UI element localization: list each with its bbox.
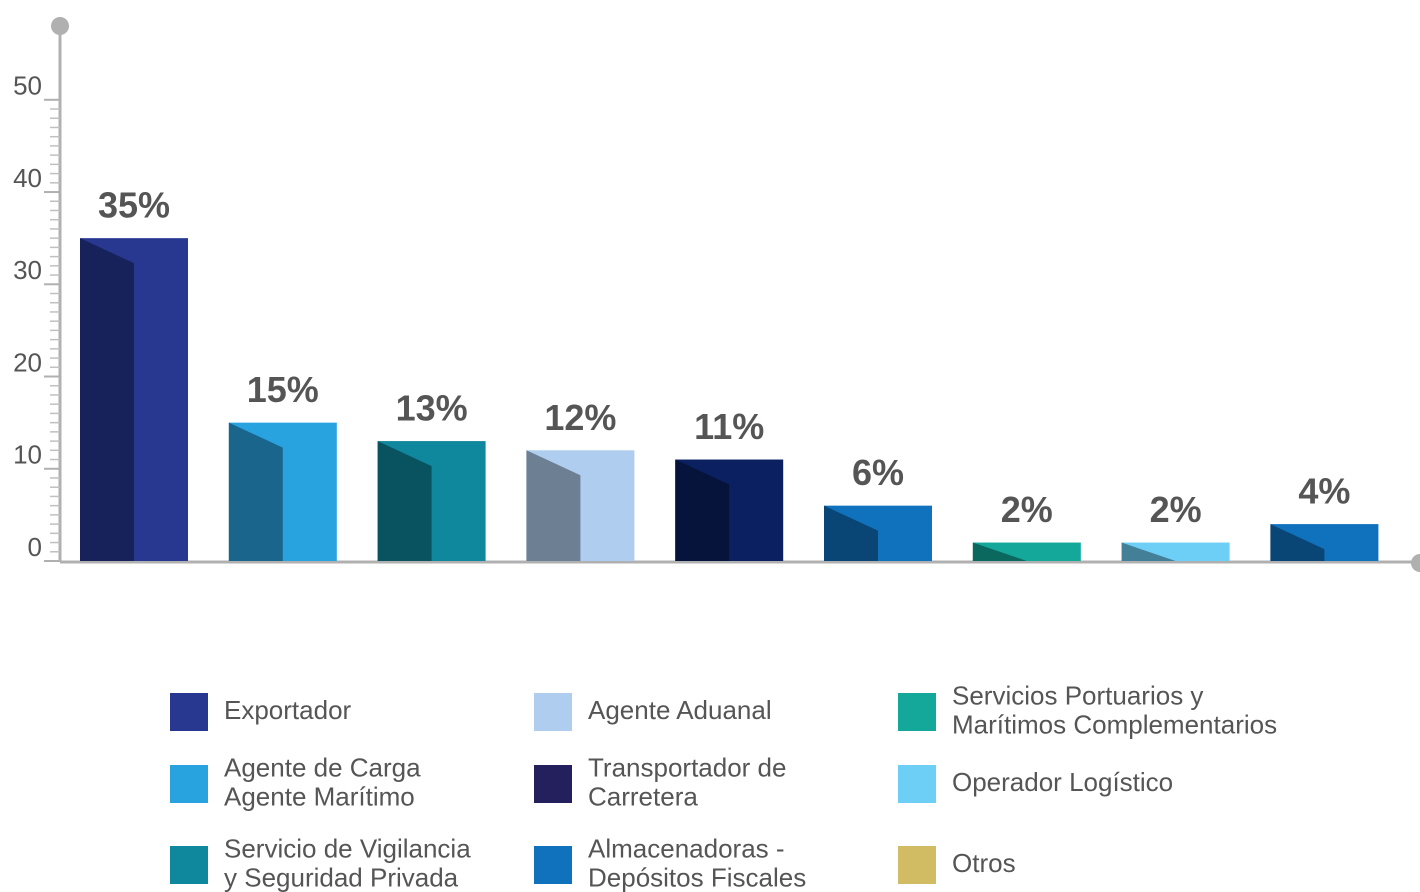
legend-swatch: [170, 846, 208, 884]
value-label: 35%: [98, 185, 170, 226]
legend-line: Transportador de: [588, 752, 786, 782]
legend-line: Otros: [952, 848, 1016, 878]
legend-swatch: [170, 693, 208, 731]
value-label: 12%: [544, 397, 616, 438]
value-label: 6%: [852, 452, 904, 493]
bar-shade: [1121, 542, 1176, 561]
legend-swatch: [898, 846, 936, 884]
y-tick-label: 0: [28, 532, 42, 562]
legend-line: Agente de Carga: [224, 752, 421, 782]
legend-line: Depósitos Fiscales: [588, 862, 806, 892]
legend-line: Operador Logístico: [952, 767, 1173, 797]
bar: [228, 422, 337, 561]
legend-label: Servicio de Vigilancia y Seguridad Privad…: [224, 833, 471, 892]
y-tick-label: 30: [13, 255, 42, 285]
legend-line: Agente Aduanal: [588, 695, 772, 725]
legend-line: Exportador: [224, 695, 352, 725]
bar: [526, 450, 635, 561]
value-label: 4%: [1298, 471, 1350, 512]
legend-label: Agente Aduanal: [588, 695, 772, 725]
legend-line: Servicios Portuarios y: [952, 680, 1203, 710]
legend-line: Almacenadoras -: [588, 833, 785, 863]
value-label: 2%: [1001, 489, 1053, 530]
bar-shade: [824, 505, 878, 561]
bar: [675, 459, 784, 561]
legend-line: Marítimos Complementarios: [952, 709, 1277, 739]
legend-label: Otros: [952, 848, 1016, 878]
legend-label: Agente de Carga Agente Marítimo: [224, 752, 421, 811]
legend-label: Servicios Portuarios y Marítimos Compleme…: [952, 680, 1277, 739]
y-tick-label: 20: [13, 347, 42, 377]
legend-line: Carretera: [588, 781, 698, 811]
legend-label: Transportador de Carretera: [588, 752, 786, 811]
bar: [824, 505, 932, 561]
value-label: 15%: [247, 369, 319, 410]
bar: [972, 542, 1081, 561]
legend-label: Operador Logístico: [952, 767, 1173, 797]
legend-swatch: [898, 765, 936, 803]
bar-shade: [377, 441, 432, 561]
bar-shade: [972, 542, 1027, 561]
bar: [377, 441, 486, 561]
bar: [1121, 542, 1230, 561]
bar: [1270, 524, 1379, 561]
legend-swatch: [534, 693, 572, 731]
value-label: 13%: [396, 388, 468, 429]
bar-shade: [675, 459, 730, 561]
axis-cap: [51, 17, 69, 35]
y-tick-label: 10: [13, 440, 42, 470]
legend-line: Agente Marítimo: [224, 781, 415, 811]
y-tick-label: 50: [13, 71, 42, 101]
legend-swatch: [534, 765, 572, 803]
legend-line: Servicio de Vigilancia: [224, 833, 471, 863]
value-label: 11%: [694, 406, 764, 447]
bar-shade: [228, 422, 283, 561]
value-label: 2%: [1150, 489, 1202, 530]
y-tick-label: 40: [13, 163, 42, 193]
bar-shade: [1270, 524, 1325, 561]
legend-swatch: [898, 693, 936, 731]
legend-swatch: [534, 846, 572, 884]
legend-line: y Seguridad Privada: [224, 862, 459, 892]
bar-shade: [80, 238, 134, 562]
bar-shade: [526, 450, 581, 561]
legend-label: Exportador: [224, 695, 352, 725]
bar: [80, 238, 188, 562]
legend-label: Almacenadoras -Depósitos Fiscales: [588, 833, 806, 892]
axis-cap: [1411, 554, 1420, 572]
legend-swatch: [170, 765, 208, 803]
